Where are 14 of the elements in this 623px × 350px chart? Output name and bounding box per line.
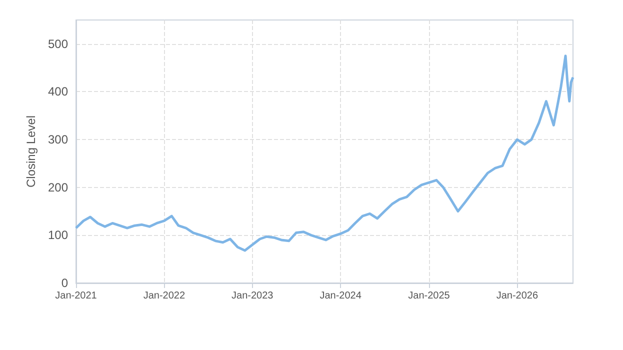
y-tick-label: 0 [61, 276, 68, 290]
x-tick-label: Jan-2026 [496, 290, 538, 302]
x-tick-label: Jan-2023 [232, 290, 274, 302]
x-tick-label: Jan-2024 [320, 290, 362, 302]
y-axis-title: Closing Level [24, 115, 38, 188]
y-tick-label: 200 [48, 180, 68, 194]
y-tick-label: 300 [48, 132, 68, 147]
x-tick-label: Jan-2021 [55, 290, 98, 302]
line-series [74, 54, 574, 252]
x-tick-label: Jan-2025 [408, 290, 450, 302]
y-tick-label: 500 [48, 36, 68, 51]
x-tick-label: Jan-2022 [143, 290, 186, 302]
y-tick-label: 100 [48, 228, 68, 242]
y-tick-label: 400 [48, 84, 68, 99]
